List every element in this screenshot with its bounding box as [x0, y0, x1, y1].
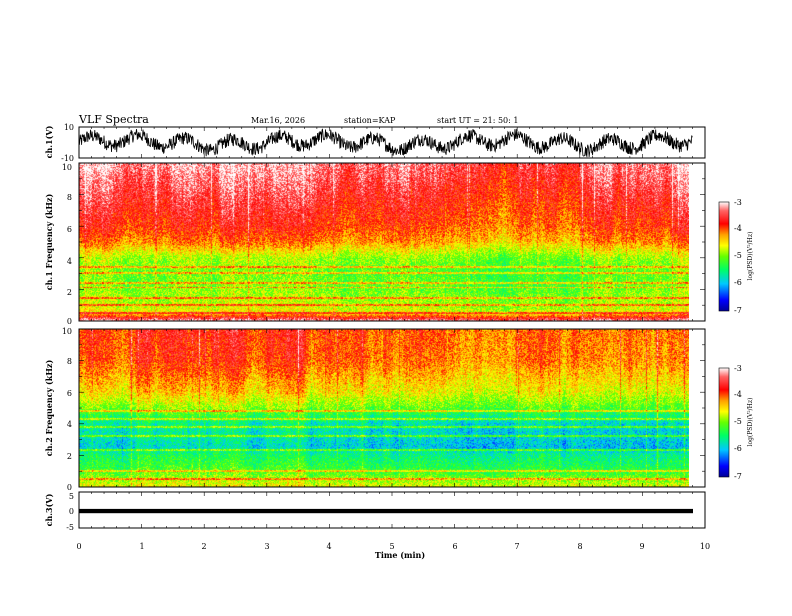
ch2-ytick-2: 2	[67, 452, 72, 461]
ch1-ytick-0: 0	[67, 317, 72, 326]
ch3-waveform-panel: 5 0 -5 ch.3(V)	[44, 491, 706, 532]
ch1-cbar-tick-m3: -3	[734, 198, 742, 207]
ch2-cbar-tick-m6: -6	[734, 444, 742, 453]
ch1-waveform-panel: 10 -10 ch.1(V)	[44, 123, 706, 163]
ch2-cbar-tick-m3: -3	[734, 364, 742, 373]
ch2-cbar-tick-m4: -4	[734, 390, 742, 399]
ch3-waveform-band	[79, 508, 693, 514]
ch2-cbar-tick-m5: -5	[734, 417, 742, 426]
ch1-ytick-8: 8	[67, 193, 72, 202]
ch2-colorbar-label: log(PSD)(V²/Hz)	[747, 398, 754, 447]
time-axis-labels: 0 1 2 3 4 5 6 7 8 9 10 Time (min)	[76, 542, 710, 560]
xtick-9: 9	[639, 542, 644, 551]
ch1-ytick-top: 10	[64, 123, 74, 132]
ch2-spectrogram-image	[79, 329, 689, 487]
ch1-ytick-6: 6	[67, 225, 72, 234]
ch2-ytick-6: 6	[67, 389, 72, 398]
ch1-ylabel: ch.1(V)	[44, 125, 54, 158]
ch1-spectrogram-image	[79, 163, 689, 321]
xtick-6: 6	[452, 542, 457, 551]
xtick-1: 1	[139, 542, 144, 551]
ch1-ytick-bottom: -10	[61, 154, 74, 163]
ch2-freq-ylabel: ch.2 Frequency (kHz)	[44, 360, 54, 457]
ch1-colorbar-label: log(PSD)(V²/Hz)	[747, 232, 754, 281]
xtick-0: 0	[76, 542, 81, 551]
ch1-spectrogram-panel: 0 2 4 6 8 10 ch.1 Frequency (kHz)	[44, 162, 706, 326]
ch3-ytick-0: 0	[69, 507, 74, 516]
ch1-cbar-tick-m5: -5	[734, 251, 742, 260]
xtick-7: 7	[514, 542, 519, 551]
ch1-cbar-tick-m6: -6	[734, 278, 742, 287]
ch2-freq-ticks	[79, 328, 705, 488]
ch2-cbar-tick-m7: -7	[734, 472, 742, 481]
ch1-freq-ticks	[79, 162, 705, 322]
ch3-ytick-5: 5	[69, 492, 74, 501]
date-label: Mar.16, 2026	[251, 116, 305, 125]
time-axis-ticks	[78, 127, 706, 528]
xtick-10: 10	[700, 542, 710, 551]
ch1-waveform-line	[78, 128, 693, 158]
ch2-ytick-8: 8	[67, 357, 72, 366]
ch1-ytick-4: 4	[67, 257, 72, 266]
ch1-cbar-tick-m7: -7	[734, 306, 742, 315]
xtick-3: 3	[264, 542, 269, 551]
ch2-ytick-0: 0	[67, 483, 72, 492]
xtick-8: 8	[577, 542, 582, 551]
xtick-4: 4	[326, 542, 331, 551]
ch1-cbar-tick-m4: -4	[734, 224, 742, 233]
station-label: station=KAP	[344, 116, 396, 125]
ch1-colorbar-gradient	[718, 201, 730, 312]
ch2-ytick-4: 4	[67, 420, 72, 429]
ch2-ytick-10: 10	[62, 327, 72, 336]
ch1-freq-ylabel: ch.1 Frequency (kHz)	[44, 194, 54, 291]
figure-title: VLF Spectra	[78, 113, 149, 126]
ch3-ytick-m5: -5	[66, 523, 74, 532]
xtick-2: 2	[201, 542, 206, 551]
ch1-colorbar: -3 -4 -5 -6 -7 log(PSD)(V²/Hz)	[718, 198, 754, 315]
ch3-ylabel: ch.3(V)	[44, 493, 54, 526]
time-axis-label: Time (min)	[375, 550, 425, 560]
ch2-colorbar-gradient	[718, 367, 730, 478]
ch1-ytick-10: 10	[62, 163, 72, 172]
ch2-colorbar: -3 -4 -5 -6 -7 log(PSD)(V²/Hz)	[718, 364, 754, 481]
xtick-5: 5	[389, 542, 394, 551]
ch2-spectrogram-panel: 0 2 4 6 8 10 ch.2 Frequency (kHz)	[44, 327, 706, 492]
ch1-ytick-2: 2	[67, 288, 72, 297]
start-time-label: start UT = 21: 50: 1	[437, 116, 518, 125]
